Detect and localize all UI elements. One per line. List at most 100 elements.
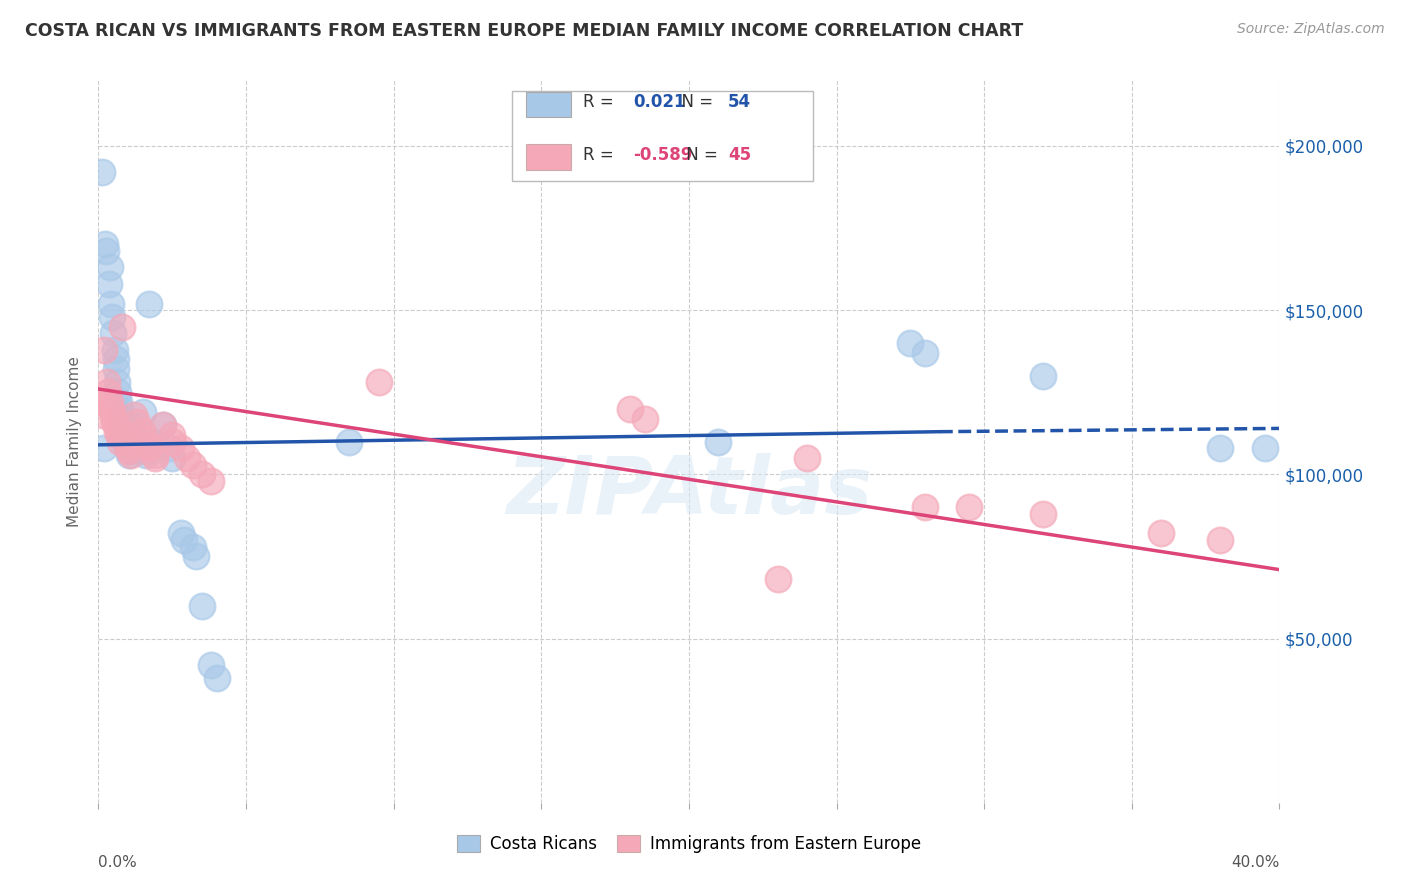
Point (117, 444, 139, 458)
Point (176, 450, 198, 465)
Point (205, 671, 228, 685)
Point (90, 395, 112, 409)
Text: R =: R = (582, 145, 619, 164)
Text: 0.021: 0.021 (634, 93, 686, 111)
Point (132, 431, 155, 445)
Point (170, 441, 193, 455)
Point (1032, 507, 1054, 521)
Point (1209, 533, 1232, 547)
Point (127, 441, 149, 455)
Point (115, 438, 138, 452)
Text: Source: ZipAtlas.com: Source: ZipAtlas.com (1237, 22, 1385, 37)
Point (162, 428, 183, 442)
Point (173, 533, 195, 547)
Point (104, 343, 127, 357)
Point (766, 573, 789, 587)
Point (100, 296, 122, 310)
Point (105, 362, 128, 376)
Point (128, 444, 150, 458)
Point (114, 434, 136, 449)
Point (184, 549, 207, 564)
Point (138, 296, 160, 310)
Point (117, 441, 139, 455)
Point (98, 260, 121, 275)
Point (114, 428, 136, 442)
Point (108, 401, 131, 416)
Point (634, 411, 657, 425)
Point (181, 458, 204, 472)
Text: 45: 45 (728, 145, 751, 164)
Point (125, 438, 148, 452)
Point (114, 434, 136, 449)
Point (97, 385, 120, 400)
Point (122, 409, 145, 423)
Point (1032, 368, 1054, 383)
Point (619, 401, 641, 416)
Point (110, 409, 132, 423)
Point (120, 418, 142, 433)
Point (97, 277, 120, 291)
Point (104, 352, 127, 367)
Point (138, 438, 160, 452)
Point (93, 441, 115, 455)
Point (120, 448, 142, 462)
Point (152, 418, 174, 433)
Point (959, 500, 981, 515)
Point (108, 428, 131, 442)
Point (162, 450, 183, 465)
Y-axis label: Median Family Income: Median Family Income (67, 356, 83, 527)
Point (112, 425, 135, 439)
Point (100, 310, 122, 324)
Text: 0.0%: 0.0% (98, 855, 138, 871)
Point (117, 441, 139, 455)
Point (157, 441, 180, 455)
Point (1150, 526, 1173, 541)
Point (181, 540, 204, 554)
Text: COSTA RICAN VS IMMIGRANTS FROM EASTERN EUROPE MEDIAN FAMILY INCOME CORRELATION C: COSTA RICAN VS IMMIGRANTS FROM EASTERN E… (25, 22, 1024, 40)
Point (111, 319, 134, 334)
Point (108, 434, 131, 449)
Point (114, 428, 136, 442)
Point (91, 409, 114, 423)
Point (118, 448, 141, 462)
Point (143, 450, 166, 465)
Point (93, 343, 115, 357)
Point (94, 244, 117, 258)
Point (91, 165, 114, 179)
Point (111, 415, 134, 429)
Point (111, 418, 134, 433)
Point (914, 346, 936, 360)
Text: -0.589: -0.589 (634, 145, 693, 164)
Point (108, 395, 131, 409)
Text: 54: 54 (728, 93, 751, 111)
FancyBboxPatch shape (526, 92, 571, 117)
Point (94, 237, 117, 252)
Point (143, 448, 166, 462)
Point (138, 441, 160, 455)
FancyBboxPatch shape (526, 145, 571, 169)
Point (1254, 441, 1277, 455)
Point (796, 450, 818, 465)
Point (105, 425, 128, 439)
Point (914, 500, 936, 515)
Point (135, 448, 157, 462)
Point (125, 415, 148, 429)
Point (1209, 441, 1232, 455)
Text: ZIPAtlas: ZIPAtlas (506, 453, 872, 531)
Point (105, 418, 128, 433)
Point (103, 415, 125, 429)
Text: R =: R = (582, 93, 619, 111)
Point (96, 376, 118, 390)
Point (117, 444, 139, 458)
Point (121, 425, 143, 439)
Point (900, 336, 922, 351)
Text: N =: N = (681, 145, 723, 164)
Point (103, 409, 125, 423)
Point (162, 434, 184, 449)
Point (122, 431, 145, 445)
Point (152, 418, 174, 433)
Point (100, 401, 122, 416)
Point (191, 467, 214, 482)
Point (98, 395, 121, 409)
Point (368, 376, 391, 390)
